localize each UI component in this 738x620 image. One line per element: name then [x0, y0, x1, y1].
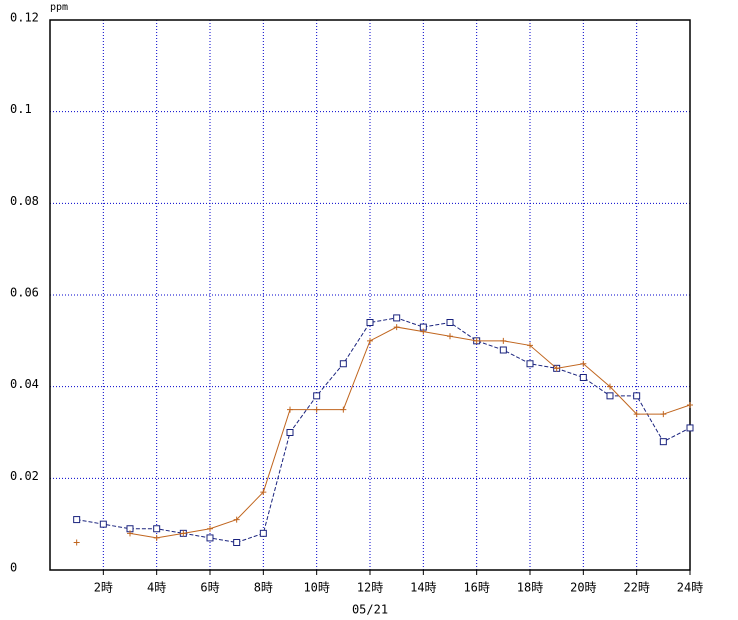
point-marker — [686, 424, 694, 432]
series-line — [129, 326, 691, 539]
x-tick-label: 6時 — [200, 581, 219, 595]
y-tick-label: 0.04 — [10, 377, 39, 391]
point-marker — [446, 319, 454, 326]
point-marker — [687, 402, 693, 408]
x-tick-label: 2時 — [94, 581, 113, 595]
point-marker — [153, 534, 160, 541]
point-marker — [153, 525, 161, 533]
point-marker — [73, 516, 81, 524]
x-axis-label: 05/21 — [352, 603, 388, 617]
y-tick-label: 0.08 — [10, 194, 39, 208]
point-marker — [553, 365, 560, 372]
x-tick-label: 10時 — [303, 581, 329, 595]
point-marker — [366, 319, 374, 326]
x-tick-label: 22時 — [623, 581, 649, 595]
point-marker — [633, 411, 640, 418]
point-marker — [393, 324, 400, 331]
point-marker — [606, 392, 614, 400]
point-marker — [447, 333, 453, 340]
point-marker — [339, 360, 347, 368]
x-tick-label: 14時 — [410, 581, 436, 595]
x-tick-label: 24時 — [677, 581, 703, 595]
point-marker — [473, 337, 480, 344]
x-tick-label: 16時 — [463, 581, 489, 595]
point-marker — [579, 374, 587, 381]
point-marker — [313, 406, 320, 413]
point-marker — [607, 383, 613, 390]
point-marker — [580, 360, 587, 367]
x-tick-label: 18時 — [517, 581, 543, 595]
point-marker — [313, 392, 321, 400]
point-marker — [633, 392, 641, 400]
point-marker — [233, 516, 240, 523]
x-tick-label: 4時 — [147, 581, 166, 595]
point-marker — [207, 525, 213, 532]
point-marker — [659, 438, 667, 446]
y-tick-label: 0.1 — [10, 102, 32, 116]
plot-frame — [49, 19, 691, 571]
point-marker — [286, 429, 294, 436]
point-marker — [287, 406, 293, 413]
x-tick-label: 12時 — [357, 581, 383, 595]
point-marker — [127, 530, 133, 537]
point-marker — [367, 337, 373, 344]
point-marker — [420, 328, 427, 335]
point-marker — [73, 539, 80, 546]
series-line — [76, 317, 691, 544]
y-tick-label: 0.12 — [10, 11, 39, 25]
y-tick-label: 0 — [10, 561, 17, 575]
y-tick-label: 0.06 — [10, 286, 39, 300]
point-marker — [180, 530, 187, 537]
point-marker — [393, 314, 401, 322]
point-marker — [206, 534, 214, 542]
point-marker — [660, 411, 667, 418]
point-marker — [259, 529, 267, 537]
point-marker — [500, 337, 507, 344]
point-marker — [499, 346, 507, 354]
y-tick-label: 0.02 — [10, 469, 39, 483]
y-unit: ppm — [50, 2, 68, 13]
point-marker — [527, 342, 533, 349]
point-marker — [260, 489, 267, 496]
point-marker — [340, 406, 347, 413]
point-marker — [233, 539, 241, 546]
x-tick-label: 8時 — [254, 581, 273, 595]
point-marker — [526, 360, 534, 368]
x-tick-label: 20時 — [570, 581, 596, 595]
point-marker — [99, 520, 107, 528]
